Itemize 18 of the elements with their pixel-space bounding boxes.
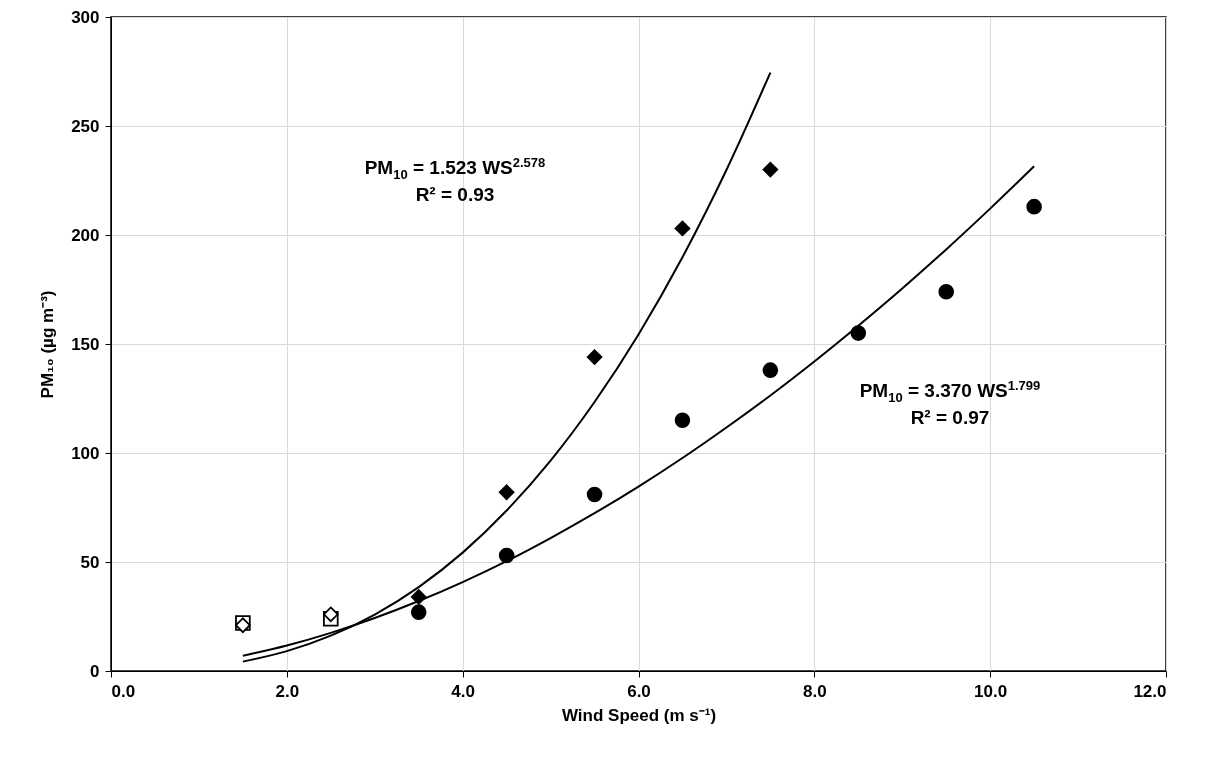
y-tick-label: 0 (90, 661, 100, 681)
x-tick-label: 2.0 (275, 681, 300, 701)
y-tick-label: 300 (71, 7, 100, 27)
y-tick-label: 150 (71, 334, 100, 354)
x-axis-title: Wind Speed (m s⁻¹) (561, 705, 717, 725)
x-tick-label: 0.0 (111, 681, 136, 701)
x-tick-label: 12.0 (1133, 681, 1167, 701)
x-tick-label: 6.0 (627, 681, 651, 701)
x-tick-label: 8.0 (803, 681, 827, 701)
y-axis-title: PM₁₀ (µg m⁻³) (38, 290, 58, 399)
text: PM$_{10}$ = 1.523 WS$^{2.578}$ R² = 0.93 (364, 155, 546, 206)
y-tick-label: 200 (71, 225, 100, 245)
x-tick-label: 10.0 (974, 681, 1008, 701)
y-tick-label: 50 (80, 552, 100, 572)
text: PM$_{10}$ = 3.370 WS$^{1.799}$ R² = 0.97 (859, 378, 1041, 429)
y-tick-label: 250 (71, 116, 100, 136)
x-tick-label: 4.0 (451, 681, 475, 701)
y-tick-label: 100 (71, 443, 100, 463)
